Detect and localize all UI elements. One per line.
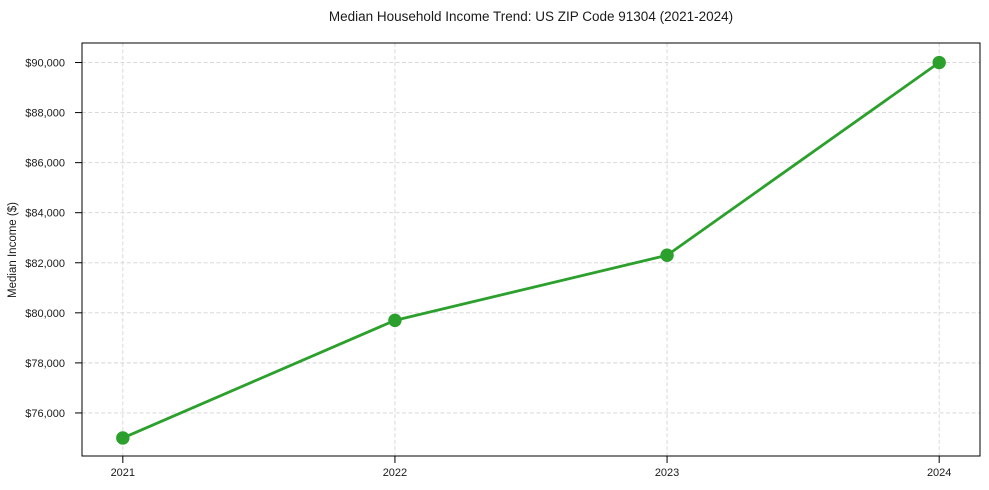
- y-tick-label: $76,000: [25, 408, 65, 420]
- y-tick-label: $78,000: [25, 358, 65, 370]
- y-tick-label: $88,000: [25, 108, 65, 120]
- y-tick-label: $90,000: [25, 58, 65, 70]
- x-tick-label: 2022: [383, 467, 407, 479]
- y-axis-label: Median Income ($): [7, 202, 19, 298]
- x-tick-label: 2021: [111, 467, 135, 479]
- data-point-2024: [932, 55, 946, 70]
- y-tick-label: $82,000: [25, 258, 65, 270]
- x-tick-label: 2024: [927, 467, 951, 479]
- y-tick-label: $80,000: [25, 308, 65, 320]
- x-tick-label: 2023: [655, 467, 679, 479]
- data-point-2023: [660, 248, 674, 262]
- chart-title: Median Household Income Trend: US ZIP Co…: [329, 9, 733, 24]
- plot-border: [81, 42, 981, 457]
- income-trend-line: [121, 61, 941, 440]
- plot-area: $76,000 $78,000 $80,000 $82,000 $84,000 $86,0…: [25, 42, 981, 479]
- data-point-2021: [116, 431, 130, 445]
- data-point-2022: [388, 313, 402, 328]
- y-tick-label: $86,000: [25, 158, 65, 170]
- y-tick-label: $84,000: [25, 208, 65, 220]
